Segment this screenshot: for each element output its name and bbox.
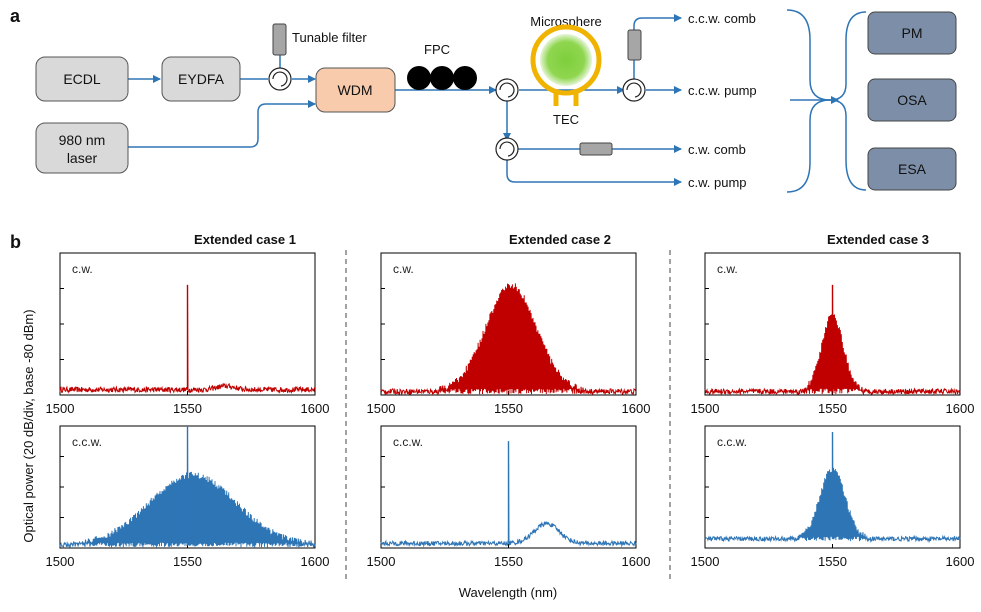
ccw-comb-label: c.c.w. comb <box>688 11 756 26</box>
laser-980-line1: 980 nm <box>59 132 106 148</box>
direction-label: c.c.w. <box>393 435 423 449</box>
x-tick-label: 1550 <box>494 554 523 569</box>
osa-label: OSA <box>897 92 927 108</box>
circulator-3 <box>622 78 646 102</box>
case-2-title: Extended case 2 <box>509 232 611 247</box>
circulator-4 <box>495 137 519 161</box>
eydfa-box <box>161 56 241 102</box>
x-tick-label: 1500 <box>691 401 720 416</box>
circulator-2 <box>495 78 519 102</box>
circulators <box>268 67 646 161</box>
pm-label: PM <box>902 25 923 41</box>
cw-filter <box>579 142 613 156</box>
wdm-box <box>315 67 396 113</box>
x-tick-label: 1600 <box>622 401 651 416</box>
laser-980-line2: laser <box>67 150 98 166</box>
fpc-paddles <box>407 66 477 90</box>
cw-comb-label: c.w. comb <box>688 142 746 157</box>
microsphere-ring <box>530 24 602 96</box>
circulator-arrows <box>272 71 642 157</box>
laser-980-box <box>35 122 129 174</box>
spectrum-trace <box>380 283 637 396</box>
x-tick-label: 1550 <box>818 554 847 569</box>
pm-box <box>867 11 957 55</box>
x-tick-label: 1600 <box>301 554 330 569</box>
x-tick-label: 1500 <box>367 554 396 569</box>
fiber-980-wdm <box>128 100 316 148</box>
microsphere <box>540 34 592 86</box>
fiber-ccw-comb <box>633 14 682 30</box>
wdm-label: WDM <box>338 82 373 98</box>
x-tick-label: 1500 <box>691 554 720 569</box>
cw-pump-label: c.w. pump <box>688 175 747 190</box>
fiber-paths <box>128 9 867 193</box>
spectra-plots: 1500 1550 1600 c.w. 1500 1550 1600 c.c.w. 1500 15… <box>46 252 975 569</box>
fiber-cw-pump <box>506 160 682 186</box>
brace-bottom <box>786 99 831 193</box>
x-tick-label: 1600 <box>301 401 330 416</box>
tec-label: TEC <box>553 112 579 127</box>
panel-a-label: a <box>10 6 21 26</box>
x-tick-label: 1600 <box>946 401 975 416</box>
x-tick-label: 1550 <box>173 401 202 416</box>
x-tick-label: 1600 <box>946 554 975 569</box>
fpc-label: FPC <box>424 42 450 57</box>
x-tick-label: 1550 <box>173 554 202 569</box>
osa-box <box>867 78 957 122</box>
direction-label: c.c.w. <box>72 435 102 449</box>
microsphere-label: Microsphere <box>530 14 602 29</box>
brace-instruments <box>829 11 867 191</box>
direction-label: c.w. <box>72 262 93 276</box>
panel-b-label: b <box>10 232 21 252</box>
x-axis-label: Wavelength (nm) <box>459 585 558 600</box>
direction-label: c.w. <box>393 262 414 276</box>
case-3-title: Extended case 3 <box>827 232 929 247</box>
x-tick-label: 1500 <box>46 401 75 416</box>
direction-label: c.w. <box>717 262 738 276</box>
tec-leads <box>553 92 579 106</box>
x-tick-label: 1500 <box>46 554 75 569</box>
esa-label: ESA <box>898 161 927 177</box>
x-tick-label: 1550 <box>494 401 523 416</box>
esa-box <box>867 147 957 191</box>
case-1-title: Extended case 1 <box>194 232 296 247</box>
ccw-pump-label: c.c.w. pump <box>688 83 757 98</box>
tunable-filter <box>272 23 287 56</box>
direction-label: c.c.w. <box>717 435 747 449</box>
eydfa-label: EYDFA <box>178 71 225 87</box>
brace-top <box>786 9 831 101</box>
y-axis-label: Optical power (20 dB/div, base -80 dBm) <box>21 309 36 542</box>
ecdl-label: ECDL <box>63 71 101 87</box>
x-tick-label: 1500 <box>367 401 396 416</box>
ccw-filter <box>627 29 642 61</box>
tunable-filter-label: Tunable filter <box>292 30 367 45</box>
x-tick-label: 1600 <box>622 554 651 569</box>
ecdl-box <box>35 56 129 102</box>
x-tick-label: 1550 <box>818 401 847 416</box>
circulator-1 <box>268 67 292 91</box>
